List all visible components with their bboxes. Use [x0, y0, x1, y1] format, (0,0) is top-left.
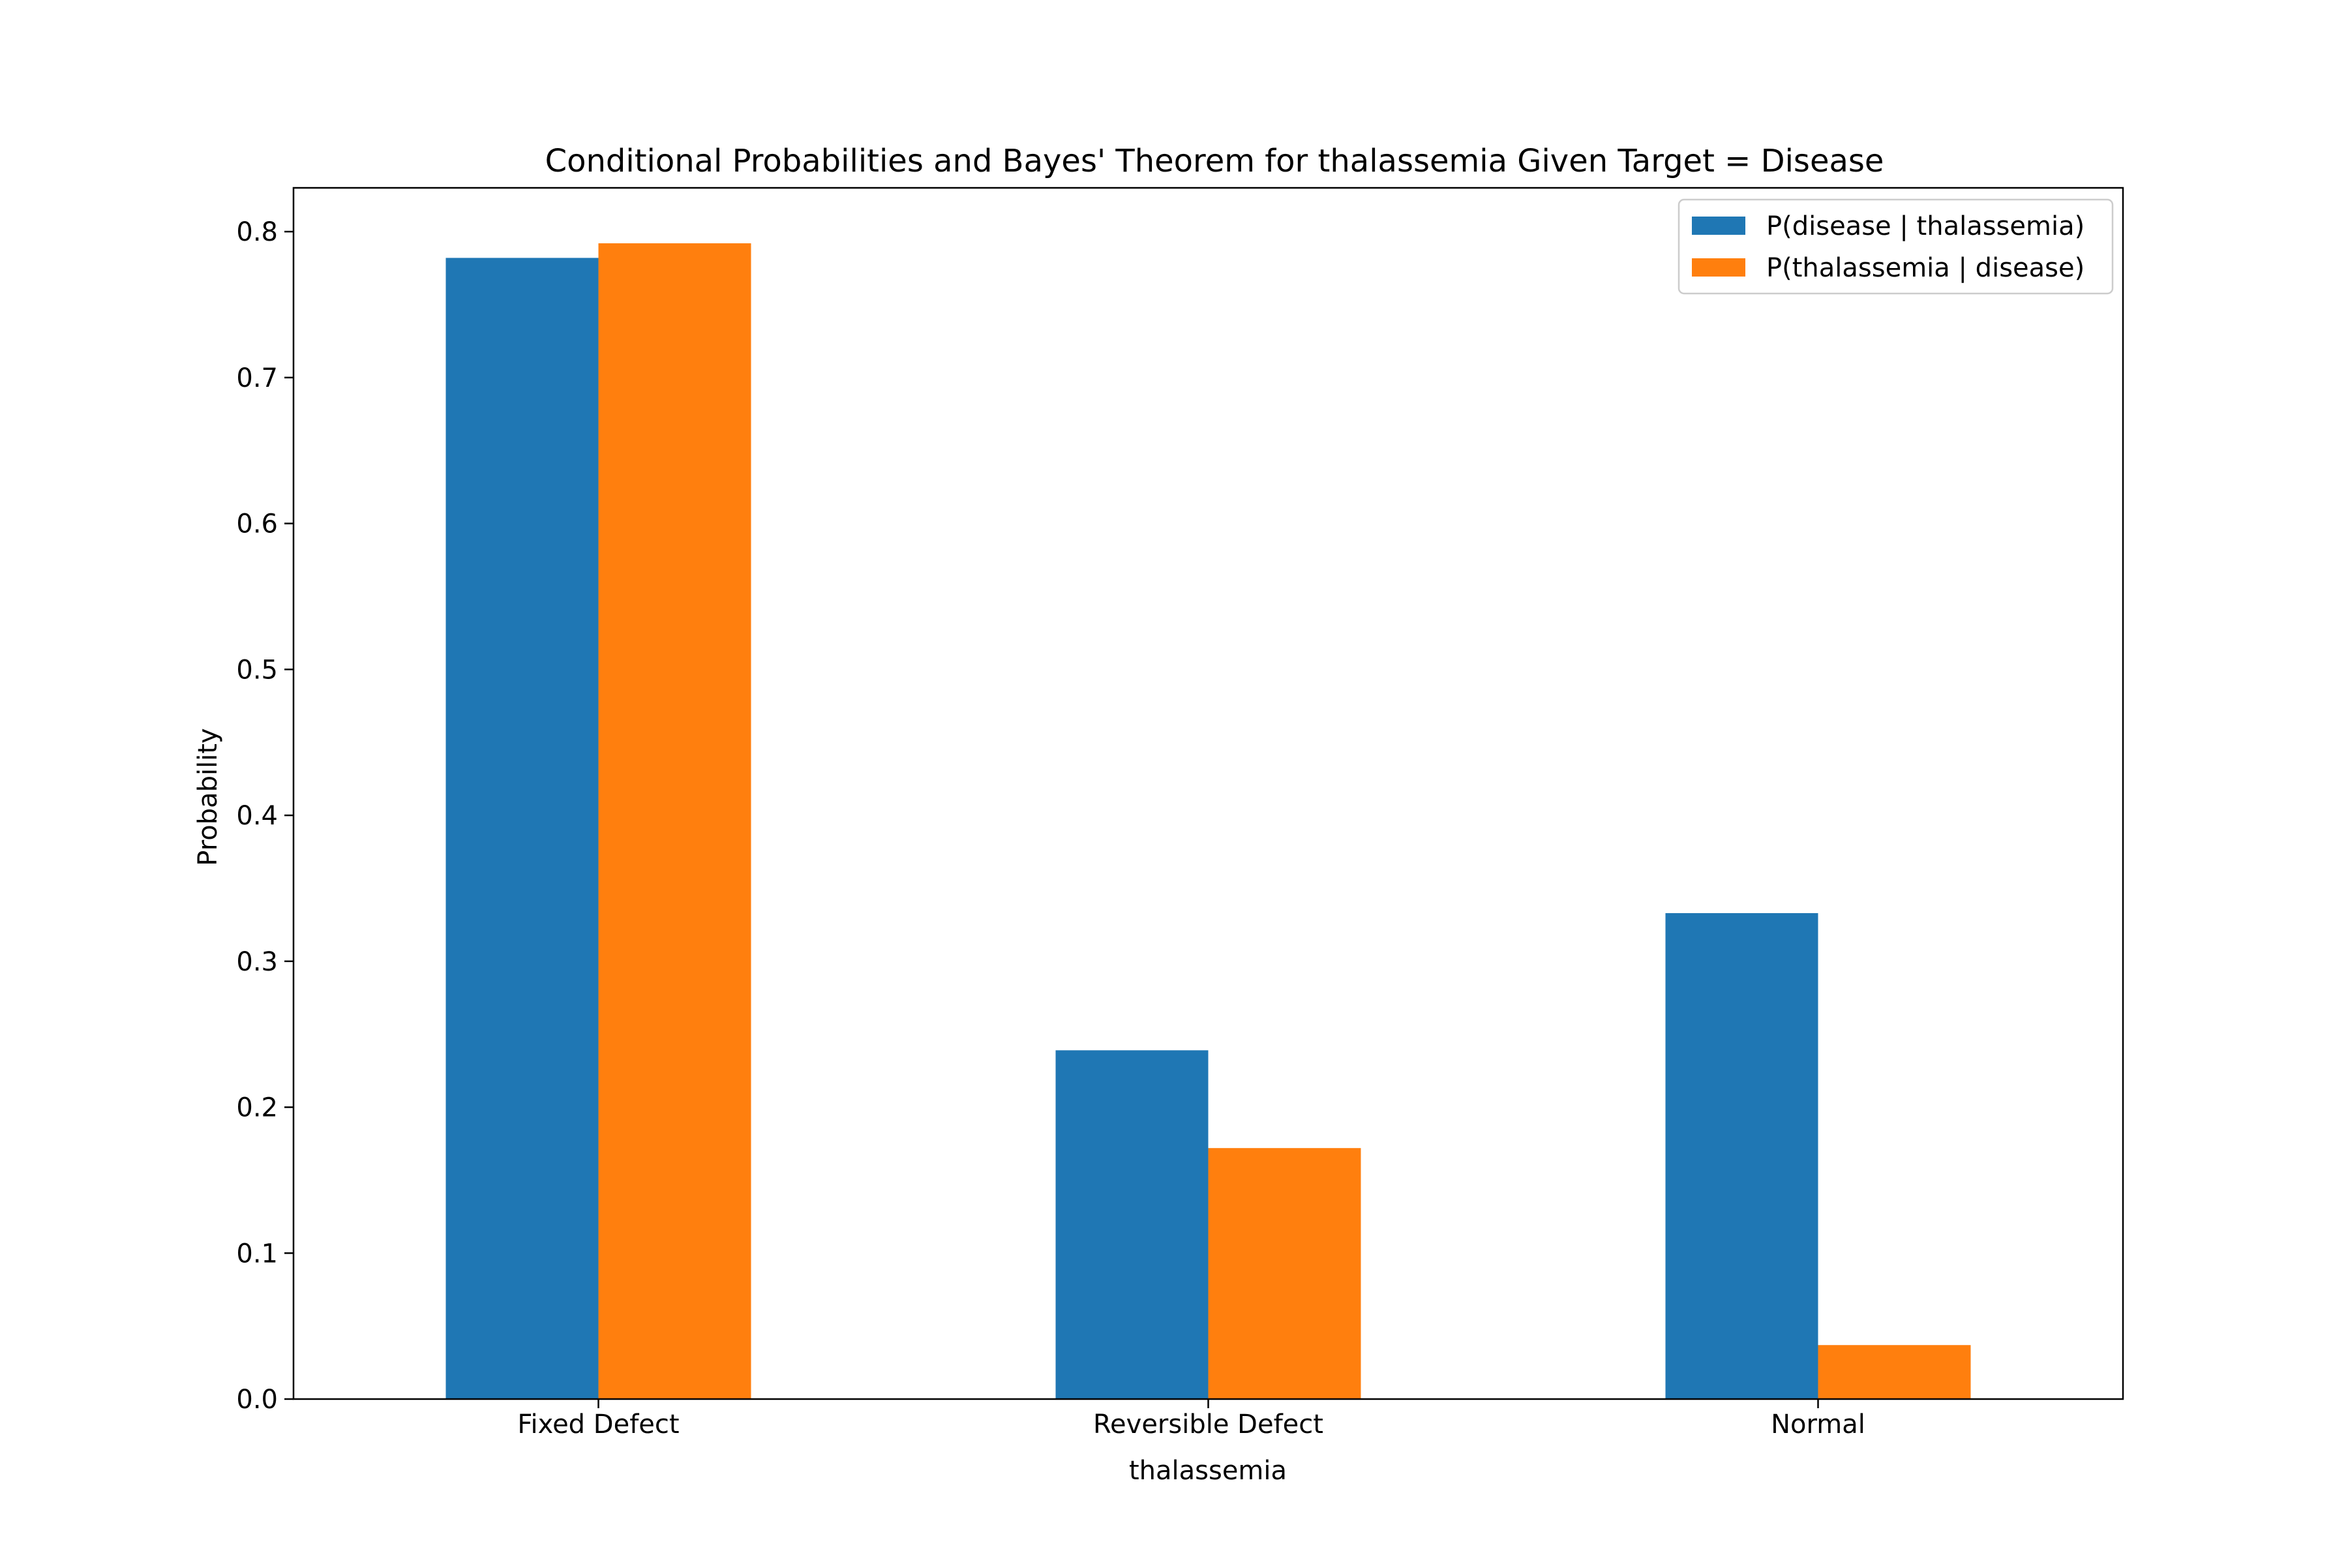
bar-1-series-1: [1208, 1148, 1361, 1399]
legend-swatch: [1692, 258, 1745, 277]
legend-box: [1678, 198, 2114, 295]
y-tick-label: 0.4: [236, 801, 278, 831]
y-tick-label: 0.2: [236, 1093, 278, 1123]
legend-swatch: [1692, 217, 1745, 235]
y-tick-label: 0.6: [236, 509, 278, 539]
bars-layer: [445, 243, 1971, 1399]
y-tick-label: 0.0: [236, 1385, 278, 1415]
chart-title: Conditional Probabilities and Bayes' The…: [545, 143, 1884, 179]
legend: P(disease | thalassemia) P(thalassemia | …: [1678, 198, 2114, 295]
y-axis-ticks: 0.0 0.1 0.2 0.3 0.4 0.5 0.6 0.7 0.8: [236, 217, 294, 1415]
y-tick-label: 0.5: [236, 655, 278, 685]
x-axis-label: thalassemia: [1129, 1456, 1287, 1486]
bar-2-series-0: [1665, 912, 1818, 1399]
y-tick-label: 0.8: [236, 217, 278, 247]
x-axis-ticks: Fixed Defect Reversible Defect Normal: [517, 1399, 1865, 1440]
y-axis-label: Probability: [193, 728, 223, 866]
x-tick-label: Normal: [1771, 1410, 1865, 1440]
bar-0-series-1: [598, 243, 751, 1399]
y-tick-label: 0.7: [236, 363, 278, 393]
x-tick-label: Fixed Defect: [517, 1410, 679, 1440]
legend-label: P(thalassemia | disease): [1766, 253, 2085, 283]
bar-0-series-0: [445, 258, 599, 1399]
y-tick-label: 0.3: [236, 947, 278, 977]
x-tick-label: Reversible Defect: [1093, 1410, 1323, 1440]
y-tick-label: 0.1: [236, 1239, 278, 1269]
legend-label: P(disease | thalassemia): [1766, 211, 2085, 241]
bar-2-series-1: [1818, 1345, 1971, 1399]
axes-frame: [292, 187, 2124, 1400]
bar-1-series-0: [1055, 1050, 1209, 1399]
